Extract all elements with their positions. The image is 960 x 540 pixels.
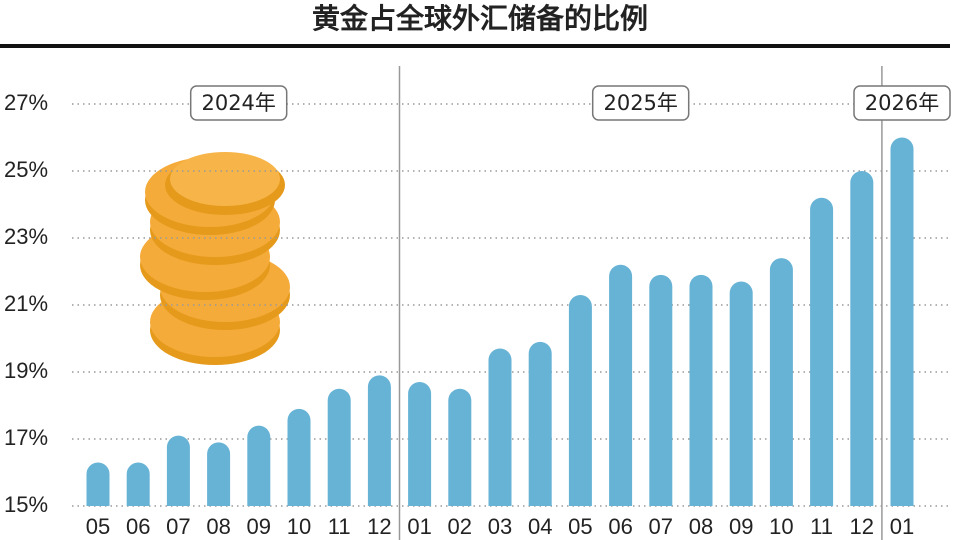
- bar: [207, 442, 231, 506]
- year-label-box: [189, 85, 288, 121]
- x-tick-label: 09: [247, 514, 271, 539]
- year-label: 2025年: [603, 91, 677, 115]
- x-tick-label: 03: [488, 514, 512, 539]
- bar: [327, 388, 351, 506]
- x-tick-label: 07: [166, 514, 190, 539]
- bar: [408, 382, 432, 506]
- bar: [769, 258, 793, 506]
- bar: [86, 462, 110, 506]
- y-tick-label: 19%: [4, 358, 48, 383]
- x-tick-label: 09: [729, 514, 753, 539]
- x-tick-label: 07: [649, 514, 673, 539]
- year-label-box: [853, 85, 951, 121]
- bar: [126, 462, 150, 506]
- x-tick-label: 08: [206, 514, 230, 539]
- bar: [166, 435, 190, 506]
- bar: [609, 264, 633, 506]
- x-tick-label: 05: [86, 514, 110, 539]
- bar: [729, 281, 753, 506]
- year-label-box: [591, 85, 690, 121]
- coin-stack: [140, 152, 290, 365]
- x-tick-label: 01: [890, 514, 914, 539]
- bar: [810, 197, 834, 507]
- y-tick-label: 21%: [4, 291, 48, 316]
- bar: [367, 375, 391, 506]
- x-tick-label: 12: [367, 514, 391, 539]
- x-tick-label: 04: [528, 514, 552, 539]
- bar: [689, 274, 713, 506]
- chart-title: 黄金占全球外汇储备的比例: [312, 2, 648, 35]
- bar: [890, 137, 914, 506]
- bar: [488, 348, 512, 506]
- x-tick-label: 01: [407, 514, 431, 539]
- x-tick-label: 06: [126, 514, 150, 539]
- bar: [287, 408, 311, 506]
- x-tick-label: 02: [448, 514, 472, 539]
- bar: [649, 274, 673, 506]
- y-tick-label: 15%: [4, 492, 48, 517]
- bar: [850, 171, 874, 507]
- y-tick-label: 25%: [4, 157, 48, 182]
- bar: [448, 388, 472, 506]
- x-tick-label: 10: [769, 514, 793, 539]
- x-tick-label: 05: [568, 514, 592, 539]
- x-tick-label: 11: [810, 514, 833, 539]
- title-rule: [0, 44, 950, 48]
- x-tick-label: 11: [328, 514, 351, 539]
- bar: [528, 341, 552, 506]
- y-tick-label: 17%: [4, 425, 48, 450]
- x-tick-label: 08: [689, 514, 713, 539]
- bar: [247, 425, 271, 506]
- year-label: 2026年: [865, 91, 939, 115]
- year-label: 2024年: [201, 91, 275, 115]
- x-tick-label: 12: [850, 514, 874, 539]
- y-tick-label: 27%: [4, 90, 48, 115]
- bar: [568, 294, 592, 506]
- y-tick-label: 23%: [4, 224, 48, 249]
- x-tick-label: 10: [287, 514, 311, 539]
- x-tick-label: 06: [608, 514, 632, 539]
